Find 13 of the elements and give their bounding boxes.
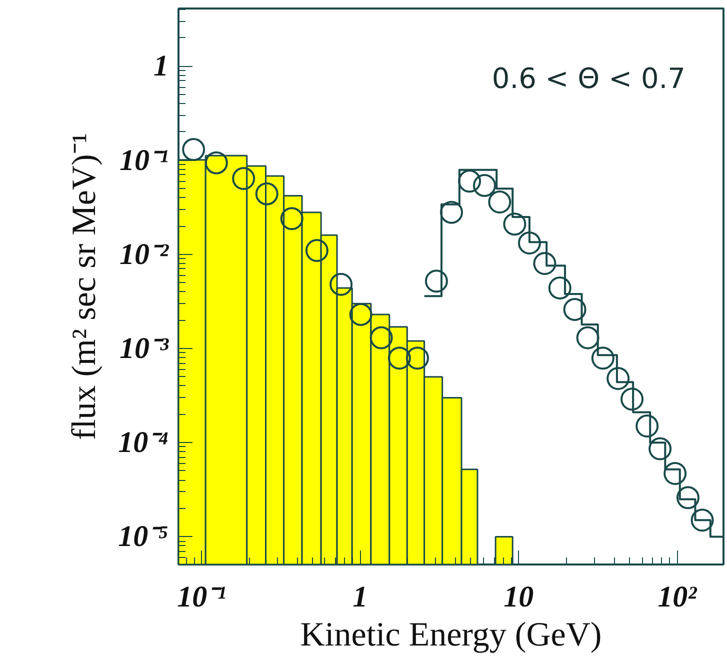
y-tick-label: 1 [154,50,168,83]
x-axis-title: Kinetic Energy (GeV) [300,616,602,654]
annotation: 0.6 < Θ < 0.7 [492,62,686,95]
y-tick-label: 10⁻³ [120,332,170,366]
y-tick-label: 10⁻⁴ [118,426,169,460]
y-tick-label: 10⁻⁵ [118,520,169,554]
y-tick-label: 10⁻¹ [120,144,169,177]
x-tick-label: 1 [352,580,368,614]
y-axis-title: flux (m² sec sr MeV)⁻¹ [66,132,104,440]
x-tick-label: 10⁻¹ [177,580,226,614]
x-tick-label: 10 [504,580,534,614]
x-tick-label: 10² [658,580,698,614]
y-tick-label: 10⁻² [120,238,170,271]
